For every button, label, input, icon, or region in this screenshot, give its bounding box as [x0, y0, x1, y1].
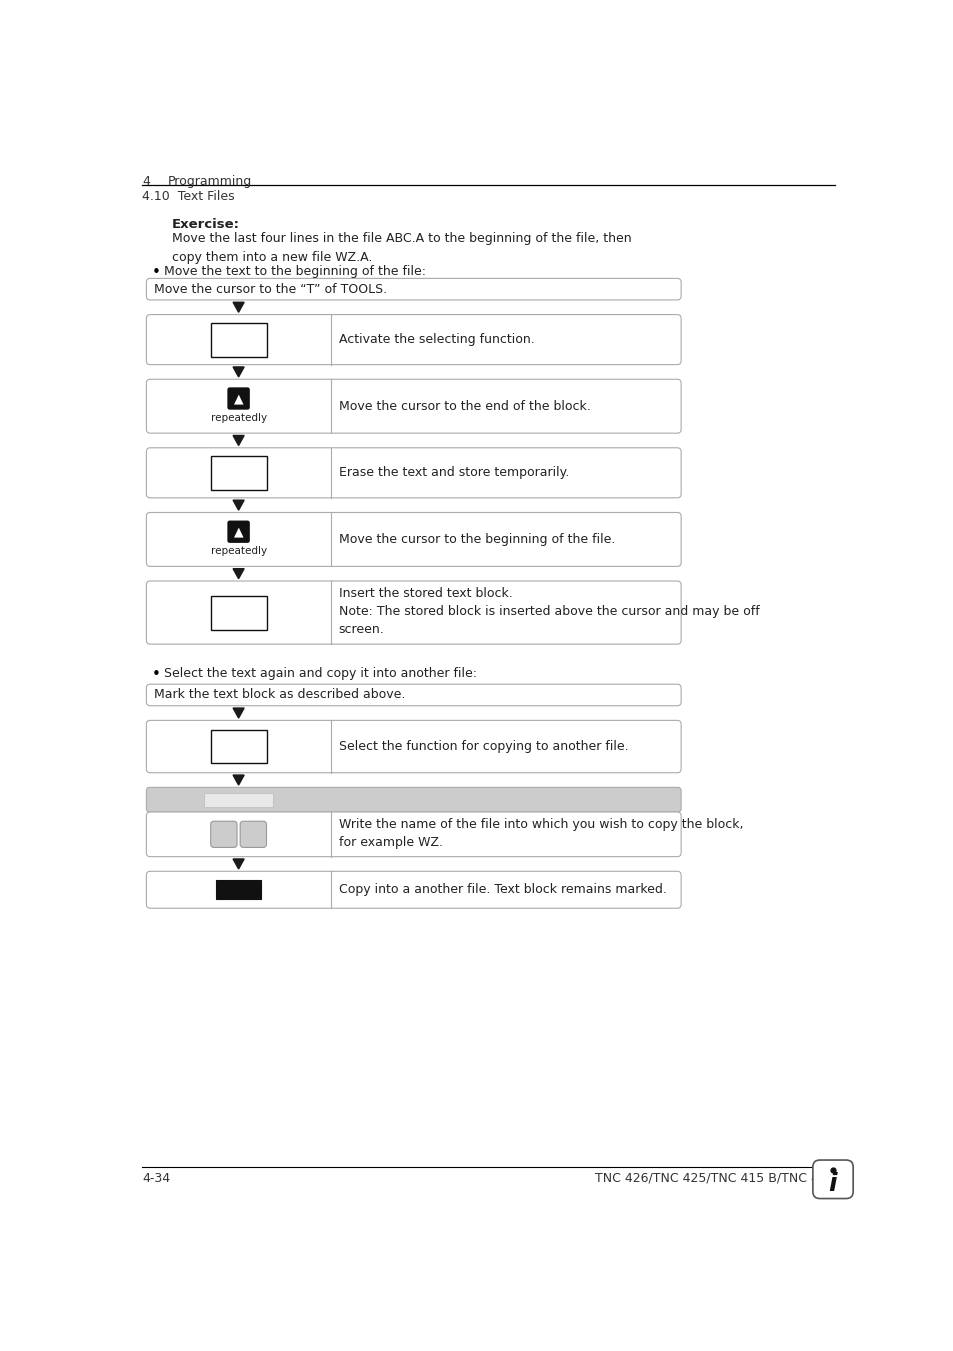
Text: Select the function for copying to another file.: Select the function for copying to anoth…	[338, 740, 627, 753]
FancyBboxPatch shape	[146, 788, 680, 812]
Text: Activate the selecting function.: Activate the selecting function.	[338, 334, 534, 346]
Polygon shape	[233, 500, 244, 511]
FancyBboxPatch shape	[211, 821, 236, 847]
Text: BLOCK: BLOCK	[223, 339, 253, 350]
FancyBboxPatch shape	[146, 380, 680, 434]
FancyBboxPatch shape	[146, 720, 680, 773]
FancyBboxPatch shape	[812, 1161, 852, 1198]
Bar	[211, 455, 266, 490]
FancyBboxPatch shape	[240, 821, 266, 847]
Text: Move the text to the beginning of the file:: Move the text to the beginning of the fi…	[164, 265, 426, 277]
Text: BLOCK: BLOCK	[223, 612, 253, 623]
Polygon shape	[233, 569, 244, 578]
Bar	[211, 730, 266, 763]
Text: Programming: Programming	[167, 176, 252, 188]
Polygon shape	[233, 775, 244, 785]
Text: Insert the stored text block.
Note: The stored block is inserted above the curso: Insert the stored text block. Note: The …	[338, 588, 759, 636]
FancyBboxPatch shape	[146, 581, 680, 644]
Bar	[204, 793, 274, 807]
Text: TNC 426/TNC 425/TNC 415 B/TNC 407: TNC 426/TNC 425/TNC 415 B/TNC 407	[595, 1171, 835, 1185]
Text: TO FILE: TO FILE	[216, 747, 260, 757]
Polygon shape	[233, 859, 244, 869]
FancyBboxPatch shape	[146, 315, 680, 365]
Text: •: •	[152, 265, 160, 280]
FancyBboxPatch shape	[227, 388, 250, 409]
Polygon shape	[233, 708, 244, 719]
FancyBboxPatch shape	[146, 512, 680, 566]
Polygon shape	[233, 367, 244, 377]
Text: Move the last four lines in the file ABC.A to the beginning of the file, then
co: Move the last four lines in the file ABC…	[172, 232, 631, 265]
Text: i: i	[828, 1171, 837, 1196]
Text: Move the cursor to the beginning of the file.: Move the cursor to the beginning of the …	[338, 532, 615, 546]
Text: Select the text again and copy it into another file:: Select the text again and copy it into a…	[164, 667, 476, 681]
Text: Move the cursor to the end of the block.: Move the cursor to the end of the block.	[338, 400, 590, 412]
Text: repeatedly: repeatedly	[211, 413, 267, 423]
Text: Erase the text and store temporarily.: Erase the text and store temporarily.	[338, 466, 568, 480]
FancyBboxPatch shape	[146, 812, 680, 857]
Text: APPEND: APPEND	[219, 736, 257, 747]
Text: ▲: ▲	[233, 526, 243, 538]
Text: •: •	[152, 667, 160, 682]
FancyBboxPatch shape	[227, 520, 250, 543]
FancyBboxPatch shape	[146, 684, 680, 705]
Text: Copy into a another file. Text block remains marked.: Copy into a another file. Text block rem…	[338, 884, 666, 896]
Text: Write the name of the file into which you wish to copy the block,
for example WZ: Write the name of the file into which yo…	[338, 819, 742, 850]
Text: INSERT: INSERT	[219, 603, 257, 612]
Polygon shape	[233, 303, 244, 312]
FancyBboxPatch shape	[146, 278, 680, 300]
Text: repeatedly: repeatedly	[211, 546, 267, 557]
Text: Mark the text block as described above.: Mark the text block as described above.	[154, 689, 405, 701]
Text: ▲: ▲	[233, 392, 243, 405]
Bar	[216, 880, 261, 900]
Bar	[211, 596, 266, 630]
Text: Move the cursor to the “T” of TOOLS.: Move the cursor to the “T” of TOOLS.	[154, 282, 387, 296]
Text: SELECT: SELECT	[219, 330, 257, 339]
Polygon shape	[233, 435, 244, 446]
Text: Exercise:: Exercise:	[172, 219, 240, 231]
Text: BLOCK: BLOCK	[223, 473, 253, 482]
Text: 4.10  Text Files: 4.10 Text Files	[142, 190, 234, 203]
FancyBboxPatch shape	[146, 871, 680, 908]
Text: REMOVE: REMOVE	[219, 463, 257, 473]
FancyBboxPatch shape	[146, 447, 680, 497]
Text: 4-34: 4-34	[142, 1171, 171, 1185]
Text: 4: 4	[142, 176, 151, 188]
Bar	[211, 323, 266, 357]
